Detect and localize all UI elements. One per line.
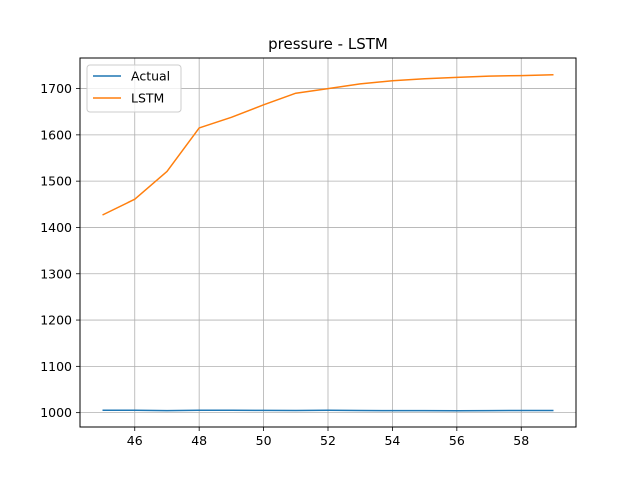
series-line-lstm [102, 73, 554, 216]
legend-label-actual: Actual [131, 69, 170, 84]
x-tick-label: 52 [320, 433, 336, 448]
x-tick-label: 58 [513, 433, 529, 448]
y-tick-label: 1500 [40, 174, 72, 189]
tick-layer: 46 48 50 52 54 56 58 1000 1100 1200 1300 1400 1500 16… [40, 81, 529, 448]
x-tick-label: 48 [191, 433, 207, 448]
x-tick-label: 46 [127, 433, 143, 448]
x-tick-label: 56 [449, 433, 465, 448]
y-tick-label: 1200 [40, 313, 72, 328]
y-tick-label: 1400 [40, 220, 72, 235]
y-tick-label: 1700 [40, 81, 72, 96]
legend-label-lstm: LSTM [131, 91, 164, 106]
x-tick-label: 54 [384, 433, 400, 448]
y-tick-label: 1000 [40, 405, 72, 420]
legend: Actual LSTM [86, 64, 182, 113]
y-tick-label: 1600 [40, 127, 72, 142]
series-layer [102, 73, 554, 412]
x-tick-label: 50 [256, 433, 272, 448]
y-tick-label: 1300 [40, 266, 72, 281]
chart-title: pressure - LSTM [268, 35, 388, 53]
y-tick-label: 1100 [40, 359, 72, 374]
